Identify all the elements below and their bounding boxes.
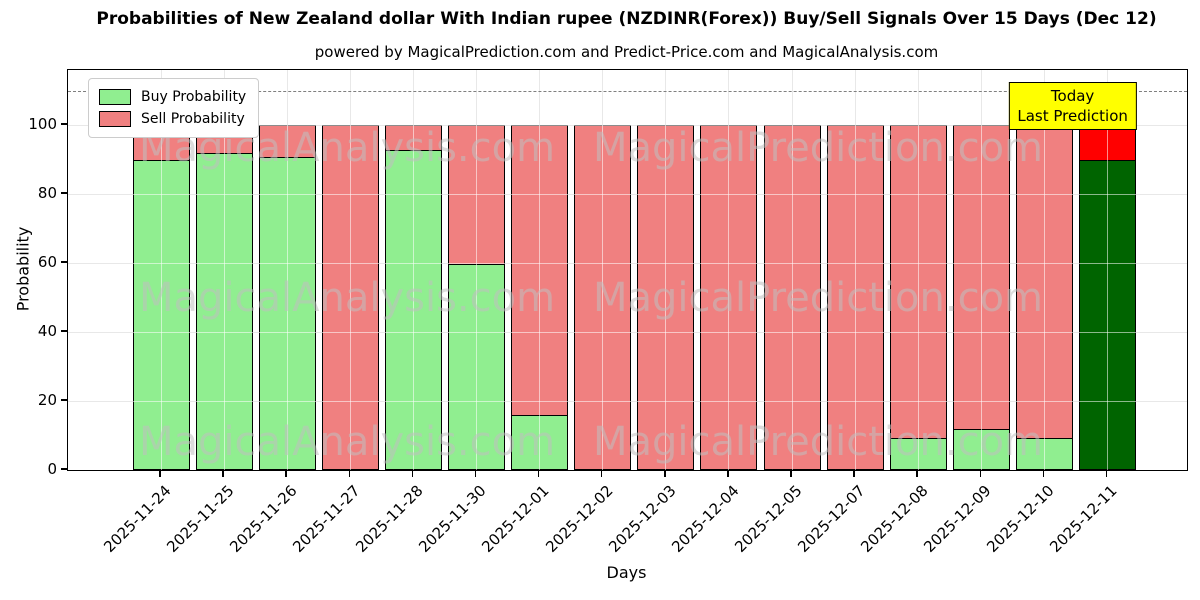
y-gridline-overlay xyxy=(68,124,1187,126)
y-gridline-overlay xyxy=(68,400,1187,402)
y-tick xyxy=(61,123,67,125)
x-tick xyxy=(853,470,855,477)
x-tick-label: 2025-11-27 xyxy=(289,481,364,557)
legend-item-buy: Buy Probability xyxy=(99,86,246,108)
x-tick xyxy=(916,470,918,477)
x-gridline-overlay xyxy=(223,70,225,470)
legend: Buy Probability Sell Probability xyxy=(88,78,260,138)
x-tick-label: 2025-12-10 xyxy=(983,481,1058,557)
x-gridline-overlay xyxy=(980,70,982,470)
x-gridline-overlay xyxy=(349,70,351,470)
y-tick-label: 80 xyxy=(37,184,57,203)
y-tick xyxy=(61,399,67,401)
x-tick-label: 2025-12-07 xyxy=(794,481,869,557)
y-tick xyxy=(61,468,67,470)
dashed-threshold-line xyxy=(68,90,1187,92)
x-tick xyxy=(600,470,603,477)
x-tick xyxy=(1042,470,1045,477)
x-tick xyxy=(159,470,161,477)
x-gridline-overlay xyxy=(791,70,793,470)
x-tick xyxy=(790,470,792,477)
x-gridline-overlay xyxy=(539,70,541,470)
sell-swatch-icon xyxy=(99,111,131,127)
y-tick-label: 100 xyxy=(28,115,57,134)
x-gridline-overlay xyxy=(286,70,288,470)
x-gridline-overlay xyxy=(602,70,604,470)
x-tick xyxy=(411,470,414,477)
y-gridline-overlay xyxy=(68,193,1187,195)
annotation-line-1: Today xyxy=(1050,87,1095,105)
y-gridline-overlay xyxy=(68,262,1187,264)
chart-subtitle: powered by MagicalPrediction.com and Pre… xyxy=(314,43,939,61)
y-tick-label: 40 xyxy=(37,322,57,341)
y-gridline-overlay xyxy=(68,331,1187,333)
y-tick xyxy=(61,192,67,194)
annotation-line-2: Last Prediction xyxy=(1017,107,1128,125)
y-tick xyxy=(61,330,67,332)
x-tick xyxy=(664,470,666,477)
x-tick xyxy=(222,470,224,477)
y-tick-label: 20 xyxy=(37,391,57,410)
x-tick-label: 2025-11-28 xyxy=(352,481,427,557)
x-tick xyxy=(979,470,982,477)
x-tick xyxy=(348,470,351,477)
y-tick xyxy=(61,261,67,263)
x-tick-label: 2025-11-30 xyxy=(415,481,490,557)
legend-item-sell: Sell Probability xyxy=(99,108,246,130)
x-tick-label: 2025-12-05 xyxy=(730,481,806,557)
x-tick-label: 2025-11-25 xyxy=(163,481,238,557)
x-tick xyxy=(285,470,287,477)
today-last-prediction-annotation: Today Last Prediction xyxy=(1008,82,1137,130)
x-tick-label: 2025-12-09 xyxy=(920,481,995,557)
x-gridline-overlay xyxy=(1043,70,1045,470)
buy-swatch-icon xyxy=(99,89,131,105)
x-gridline-overlay xyxy=(476,70,477,470)
legend-label-sell: Sell Probability xyxy=(141,111,245,127)
x-gridline-overlay xyxy=(160,70,162,470)
x-tick-label: 2025-12-01 xyxy=(478,481,553,557)
legend-label-buy: Buy Probability xyxy=(141,89,247,105)
plot-area: Buy Probability Sell Probability Today L… xyxy=(67,69,1188,471)
x-tick xyxy=(474,470,477,477)
x-tick-label: 2025-12-11 xyxy=(1046,481,1121,557)
y-tick-label: 0 xyxy=(47,460,57,478)
x-tick-label: 2025-11-26 xyxy=(226,481,301,557)
x-tick xyxy=(537,470,540,477)
x-tick xyxy=(1105,470,1108,477)
x-tick-label: 2025-12-02 xyxy=(541,481,617,557)
x-gridline-overlay xyxy=(665,70,667,470)
x-gridline-overlay xyxy=(728,70,730,470)
y-tick-label: 60 xyxy=(37,253,57,272)
x-tick-label: 2025-12-04 xyxy=(667,481,743,557)
x-gridline-overlay xyxy=(1107,70,1108,470)
x-tick xyxy=(727,470,729,477)
x-tick-label: 2025-12-08 xyxy=(857,481,932,557)
x-axis-label: Days xyxy=(606,563,647,582)
x-gridline-overlay xyxy=(917,70,919,470)
x-gridline-overlay xyxy=(854,70,856,470)
x-gridline-overlay xyxy=(412,70,414,470)
chart-title: Probabilities of New Zealand dollar With… xyxy=(96,9,1157,29)
x-tick-label: 2025-11-24 xyxy=(99,481,175,557)
